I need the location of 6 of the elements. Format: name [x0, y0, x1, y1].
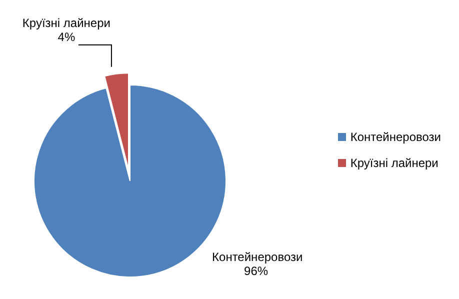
- slice-label: Круїзні лайнери: [22, 16, 110, 30]
- legend-label: Контейнеровози: [350, 130, 441, 144]
- slice-label: Контейнеровози: [212, 250, 303, 264]
- legend-label: Круїзні лайнери: [350, 156, 438, 170]
- data-label: 96%: [244, 264, 268, 278]
- data-label: 4%: [58, 30, 76, 44]
